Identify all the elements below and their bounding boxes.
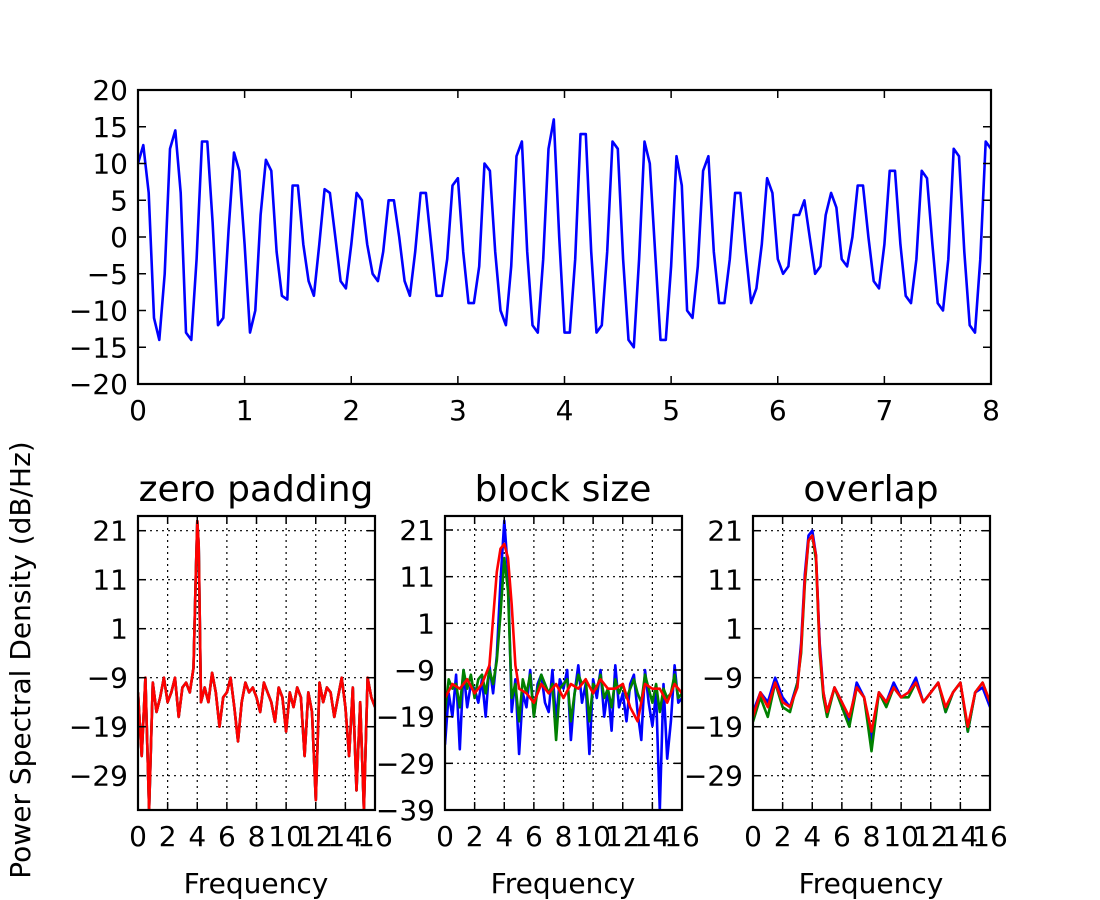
x-tick-label: 10 [268,820,304,853]
x-tick-label: 4 [556,394,574,427]
y-tick-label: −9 [87,662,128,695]
x-tick-label: 14 [943,820,979,853]
x-tick-label: 8 [555,820,573,853]
y-tick-label: 21 [92,515,128,548]
block-size-frame [443,514,684,812]
x-tick-label: 0 [129,820,147,853]
overlap-title: overlap [803,469,938,510]
x-tick-label: 12 [298,820,334,853]
x-tick-label: 4 [495,820,513,853]
y-tick-label: −29 [376,747,435,780]
y-tick-label: −9 [394,654,435,687]
x-tick-label: 16 [664,820,700,853]
series-line-red [445,542,682,723]
y-tick-label: 5 [110,184,128,217]
x-tick-label: 0 [744,820,762,853]
x-tick-label: 7 [875,394,893,427]
y-tick-label: −20 [69,368,128,401]
x-tick-label: 2 [159,820,177,853]
y-tick-label: −9 [702,662,743,695]
series-line-red [138,519,375,810]
y-tick-label: −5 [87,258,128,291]
x-tick-label: 1 [236,394,254,427]
x-tick-label: 8 [863,820,881,853]
y-tick-label: 20 [92,74,128,107]
x-tick-label: 4 [188,820,206,853]
x-tick-label: 14 [635,820,671,853]
x-tick-label: 16 [972,820,1008,853]
y-tick-label: 1 [417,607,435,640]
block-size-plot: block size 0 2 4 6 8 1012141621111−9−19−29−39… [376,469,700,900]
overlap-frame [751,514,992,812]
x-tick-label: 0 [436,820,454,853]
y-tick-label: −19 [69,711,128,744]
zero-padding-plot: zero padding 0 2 4 6 8 1012141621111−9−19−29 … [69,469,393,900]
x-tick-label: 6 [833,820,851,853]
x-tick-label: 8 [248,820,266,853]
x-tick-label: 6 [769,394,787,427]
x-tick-label: 2 [774,820,792,853]
x-tick-label: 0 [129,394,147,427]
y-tick-label: 21 [399,514,435,547]
signal-plot-frame [136,88,993,386]
x-tick-label: 2 [466,820,484,853]
y-tick-label: −10 [69,295,128,328]
y-tick-label: −15 [69,331,128,364]
block-size-xlabel: Frequency [491,867,636,900]
block-size-title: block size [475,469,652,510]
x-tick-label: 2 [342,394,360,427]
x-tick-label: 6 [218,820,236,853]
x-tick-label: 6 [525,820,543,853]
x-tick-label: 4 [803,820,821,853]
x-tick-label: 12 [605,820,641,853]
y-tick-label: 21 [707,515,743,548]
y-tick-label: 1 [110,613,128,646]
x-tick-label: 8 [982,394,1000,427]
y-tick-label: −29 [684,760,743,793]
y-tick-label: −29 [69,760,128,793]
y-tick-label: −39 [376,794,435,827]
series-line-red [753,534,990,733]
x-tick-label: 12 [913,820,949,853]
y-tick-label: 10 [92,148,128,181]
psd-ylabel: Power Spectral Density (dB/Hz) [4,441,37,878]
x-tick-label: 10 [883,820,919,853]
x-tick-label: 16 [357,820,393,853]
zero-padding-frame [136,514,377,812]
y-tick-label: 15 [92,111,128,144]
y-tick-label: −19 [684,711,743,744]
series-line-signal [138,118,991,349]
series-line-blue [445,519,682,810]
x-tick-label: 5 [662,394,680,427]
overlap-xlabel: Frequency [799,867,944,900]
x-tick-label: 10 [575,820,611,853]
y-tick-label: 11 [92,564,128,597]
y-tick-label: 1 [725,613,743,646]
y-tick-label: 11 [707,564,743,597]
y-tick-label: 0 [110,221,128,254]
x-tick-label: 3 [449,394,467,427]
x-tick-label: 14 [328,820,364,853]
y-tick-label: 11 [399,561,435,594]
y-tick-label: −19 [376,701,435,734]
zero-padding-title: zero padding [139,469,374,510]
zero-padding-xlabel: Frequency [184,867,329,900]
